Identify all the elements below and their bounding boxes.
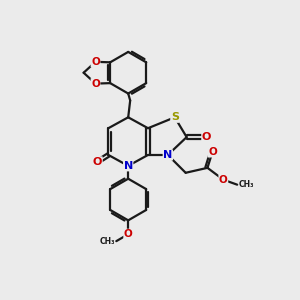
- Text: O: O: [208, 147, 217, 157]
- Text: CH₃: CH₃: [100, 237, 115, 246]
- Text: N: N: [124, 161, 133, 171]
- Text: O: O: [93, 157, 102, 167]
- Text: O: O: [202, 132, 211, 142]
- Text: O: O: [91, 79, 100, 88]
- Text: CH₃: CH₃: [238, 180, 254, 189]
- Text: O: O: [91, 57, 100, 67]
- Text: N: N: [163, 150, 172, 160]
- Text: O: O: [219, 175, 228, 185]
- Text: O: O: [124, 229, 133, 239]
- Text: S: S: [171, 112, 179, 122]
